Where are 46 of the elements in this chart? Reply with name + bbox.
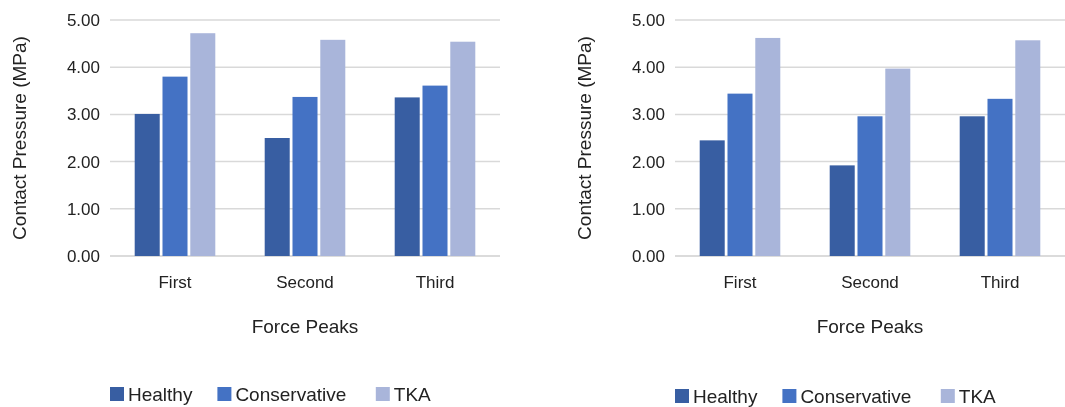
x-tick-label: First	[158, 273, 192, 292]
y-tick-label: 3.00	[631, 105, 665, 125]
x-axis-title: Force Peaks	[251, 316, 359, 337]
x-tick-label: Third	[415, 273, 455, 292]
bar	[857, 116, 883, 256]
y-axis-title: Contact Pressure (MPa)	[574, 36, 595, 240]
x-tick-label: First	[723, 273, 757, 292]
y-tick-label: 0.00	[66, 246, 100, 266]
y-tick-label: 5.00	[66, 10, 100, 30]
legend-label: Healthy	[693, 385, 758, 407]
y-tick-label: 4.00	[66, 58, 100, 78]
x-tick-label: Third	[980, 273, 1020, 292]
y-tick-label: 5.00	[631, 10, 665, 30]
y-tick-label: 2.00	[66, 152, 100, 172]
y-tick-label: 2.00	[631, 152, 665, 172]
bar	[1015, 40, 1041, 256]
y-tick-label: 1.00	[66, 199, 100, 219]
bar	[885, 68, 911, 256]
bar	[320, 39, 346, 256]
bar	[987, 98, 1013, 256]
legend-label: TKA	[393, 383, 432, 405]
bar	[134, 113, 160, 256]
bar	[959, 116, 985, 256]
bar	[699, 140, 725, 256]
x-tick-label: Second	[841, 273, 899, 292]
bar	[394, 97, 420, 256]
bar	[450, 41, 476, 256]
bar	[422, 85, 448, 256]
bar	[755, 37, 781, 256]
bar	[829, 165, 855, 256]
bar	[727, 93, 753, 256]
legend-label: Healthy	[128, 383, 193, 405]
bar	[264, 138, 290, 256]
bar	[162, 76, 188, 256]
y-tick-label: 4.00	[631, 58, 665, 78]
legend-label: Conservative	[235, 383, 347, 405]
legend-label: TKA	[958, 385, 997, 407]
legend-label: Conservative	[800, 385, 912, 407]
y-tick-label: 3.00	[66, 105, 100, 125]
y-tick-label: 0.00	[631, 246, 665, 266]
x-axis-title: Force Peaks	[816, 316, 924, 337]
x-tick-label: Second	[276, 273, 334, 292]
bar	[292, 96, 318, 256]
bar	[190, 33, 216, 256]
y-tick-label: 1.00	[631, 199, 665, 219]
y-axis-title: Contact Pressure (MPa)	[9, 36, 30, 240]
